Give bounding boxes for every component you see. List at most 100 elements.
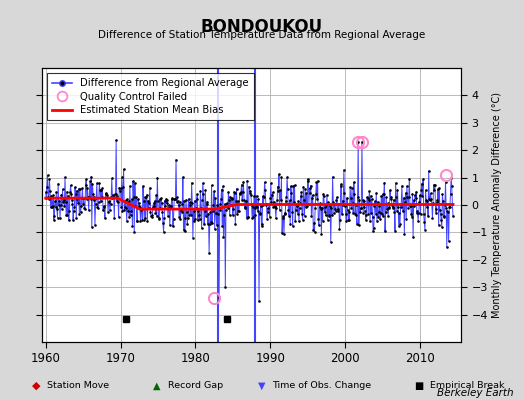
Point [309,192,317,198]
Point [290,199,298,206]
Point [181,215,190,222]
Point [383,206,391,212]
Point [212,210,220,216]
Point [296,205,304,212]
Point [201,187,210,193]
Point [449,213,457,219]
Point [227,195,236,201]
Point [88,181,96,187]
Point [61,174,69,180]
Point [51,198,59,204]
Point [179,227,188,233]
Point [84,194,92,200]
Point [240,197,248,204]
Point [289,182,298,189]
Point [218,223,226,230]
Point [382,194,390,200]
Point [254,196,263,202]
Point [106,207,114,213]
Point [364,211,373,218]
Point [435,184,443,191]
Point [237,189,245,196]
Point [59,199,67,205]
Point [50,216,58,223]
Point [192,205,200,212]
Point [341,203,350,209]
Point [326,202,334,209]
Point [145,205,153,211]
Point [199,180,207,186]
Text: ▲: ▲ [154,381,161,391]
Point [348,185,356,192]
Point [65,208,73,214]
Point [389,196,398,203]
Point [192,196,201,202]
Point [209,208,217,214]
Point [253,193,261,199]
Point [227,202,235,208]
Point [159,229,168,235]
Point [215,294,223,300]
Point [208,182,216,189]
Point [429,200,437,206]
Point [64,192,72,199]
Point [414,218,422,224]
Point [95,180,104,186]
Point [283,186,292,192]
Point [405,175,413,182]
Point [104,209,112,215]
Point [170,196,178,202]
Point [317,230,325,237]
Text: ▼: ▼ [258,381,266,391]
Text: Berkeley Earth: Berkeley Earth [437,388,514,398]
Point [342,218,351,224]
Point [261,201,270,208]
Point [337,181,345,187]
Point [294,218,303,224]
Point [79,201,88,207]
Point [133,218,141,224]
Point [99,207,107,214]
Point [281,197,290,204]
Point [372,190,380,196]
Point [411,195,420,202]
Point [121,204,129,210]
Point [86,195,95,202]
Point [438,224,446,230]
Point [358,197,367,204]
Point [368,214,377,221]
Point [345,217,354,223]
Point [196,188,204,194]
Point [156,205,165,212]
Point [332,208,340,214]
Point [440,213,449,220]
Point [41,189,50,195]
Point [206,209,214,216]
Point [388,204,397,210]
Point [201,208,209,214]
Point [247,202,256,208]
Point [370,203,379,209]
Point [270,203,279,210]
Point [105,199,114,206]
Point [395,223,403,229]
Point [342,211,350,217]
Point [156,196,164,202]
Point [285,212,293,219]
Point [211,226,219,232]
Point [83,185,92,191]
Point [63,188,71,195]
Point [90,194,99,200]
Point [417,210,425,217]
Point [124,208,132,214]
Point [254,208,262,214]
Point [409,234,417,240]
Point [375,209,383,216]
Point [390,208,399,215]
Point [154,198,162,204]
Text: Empirical Break: Empirical Break [430,382,504,390]
Point [54,180,62,187]
Point [418,192,427,199]
Point [310,228,319,235]
Point [282,194,291,200]
